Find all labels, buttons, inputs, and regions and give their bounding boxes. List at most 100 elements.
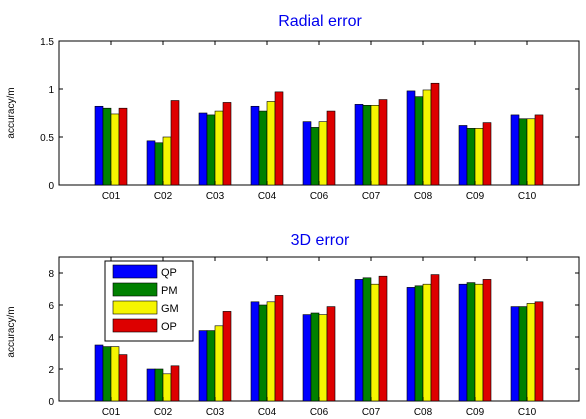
x-tick-label: C02	[154, 407, 173, 418]
x-tick-label: C04	[258, 191, 277, 202]
legend-swatch-op	[112, 318, 158, 333]
bar-pm-c06	[310, 312, 320, 402]
bar-op-c03	[222, 102, 232, 186]
bar-pm-c03	[206, 330, 216, 402]
bar-gm-c03	[214, 325, 224, 402]
bar-pm-c09	[466, 282, 476, 402]
bar-qp-c01	[94, 105, 104, 186]
bar-gm-c08	[422, 89, 432, 186]
bars	[94, 82, 544, 186]
bar-op-c06	[326, 110, 336, 186]
bar-qp-c09	[458, 283, 468, 402]
bar-pm-c09	[466, 128, 476, 186]
bar-pm-c08	[414, 96, 424, 186]
bar-pm-c02	[154, 368, 164, 402]
x-tick-label: C10	[518, 191, 537, 202]
y-tick-label: 1	[48, 85, 54, 96]
bar-pm-c10	[518, 118, 528, 186]
bar-gm-c07	[370, 283, 380, 402]
bar-pm-c01	[102, 107, 112, 186]
bar-gm-c06	[318, 314, 328, 402]
bar-qp-c04	[250, 301, 260, 402]
bar-pm-c06	[310, 127, 320, 186]
bar-gm-c04	[266, 101, 276, 186]
chart-title: Radial error	[278, 13, 362, 30]
bar-gm-c04	[266, 301, 276, 402]
bar-gm-c03	[214, 110, 224, 186]
x-tick-label: C08	[414, 407, 433, 418]
bar-gm-c01	[110, 113, 120, 186]
x-axis: C01 C02 C03 C04 C06 C07 C08 C09 C10	[102, 257, 537, 418]
bar-gm-c08	[422, 283, 432, 402]
y-axis-label: accuracy/m	[6, 306, 17, 357]
legend-swatch-pm	[112, 282, 158, 297]
bar-op-c10	[534, 301, 544, 402]
y-tick-label: 2	[48, 365, 54, 376]
y-tick-label: 8	[48, 269, 54, 280]
bar-qp-c04	[250, 105, 260, 186]
bar-pm-c08	[414, 285, 424, 402]
bar-op-c08	[430, 274, 440, 402]
x-tick-label: C08	[414, 191, 433, 202]
bar-gm-c10	[526, 118, 536, 186]
bar-qp-c07	[354, 279, 364, 402]
chart-title: 3D error	[291, 232, 350, 249]
y-tick-label: 6	[48, 301, 54, 312]
y-tick-label: 4	[48, 333, 54, 344]
x-tick-label: C09	[466, 407, 485, 418]
bar-op-c04	[274, 295, 284, 402]
bar-qp-c06	[302, 314, 312, 402]
legend: QP PM GM OP	[104, 260, 194, 342]
bar-gm-c02	[162, 136, 172, 186]
y-axis-label: accuracy/m	[6, 87, 17, 138]
bar-qp-c01	[94, 344, 104, 402]
bar-op-c07	[378, 99, 388, 186]
legend-swatch-gm	[112, 300, 158, 315]
x-tick-label: C09	[466, 191, 485, 202]
bar-qp-c09	[458, 125, 468, 186]
bar-qp-c02	[146, 368, 156, 402]
x-tick-label: C03	[206, 407, 225, 418]
bar-gm-c02	[162, 373, 172, 402]
bar-op-c01	[118, 107, 128, 186]
y-tick-label: 0.5	[40, 133, 54, 144]
bar-pm-c02	[154, 142, 164, 186]
bar-op-c02	[170, 100, 180, 186]
legend-swatch-qp	[112, 264, 158, 279]
bar-gm-c09	[474, 283, 484, 402]
y-tick-label: 1.5	[40, 37, 54, 48]
bars	[94, 274, 544, 402]
x-tick-label: C03	[206, 191, 225, 202]
bar-pm-c07	[362, 105, 372, 186]
bar-gm-c10	[526, 303, 536, 402]
x-tick-label: C10	[518, 407, 537, 418]
bar-pm-c10	[518, 306, 528, 402]
bar-op-c08	[430, 82, 440, 186]
bar-op-c03	[222, 311, 232, 402]
bar-qp-c10	[510, 114, 520, 186]
bar-qp-c08	[406, 287, 416, 402]
x-tick-label: C01	[102, 191, 121, 202]
bar-pm-c04	[258, 110, 268, 186]
x-tick-label: C07	[362, 407, 381, 418]
bar-gm-c07	[370, 105, 380, 186]
bar-qp-c03	[198, 330, 208, 402]
bar-gm-c06	[318, 121, 328, 186]
bar-op-c02	[170, 365, 180, 402]
legend-label-gm: GM	[161, 303, 179, 315]
bar-pm-c01	[102, 346, 112, 402]
bar-gm-c09	[474, 128, 484, 186]
bar-qp-c06	[302, 121, 312, 186]
bar-op-c01	[118, 354, 128, 402]
bar-pm-c04	[258, 304, 268, 402]
bar-op-c10	[534, 114, 544, 186]
y-tick-label: 0	[48, 181, 54, 192]
legend-label-op: OP	[161, 321, 177, 333]
bar-qp-c03	[198, 112, 208, 186]
bar-op-c06	[326, 306, 336, 402]
legend-label-pm: PM	[161, 285, 178, 297]
x-tick-label: C07	[362, 191, 381, 202]
bar-qp-c07	[354, 104, 364, 186]
